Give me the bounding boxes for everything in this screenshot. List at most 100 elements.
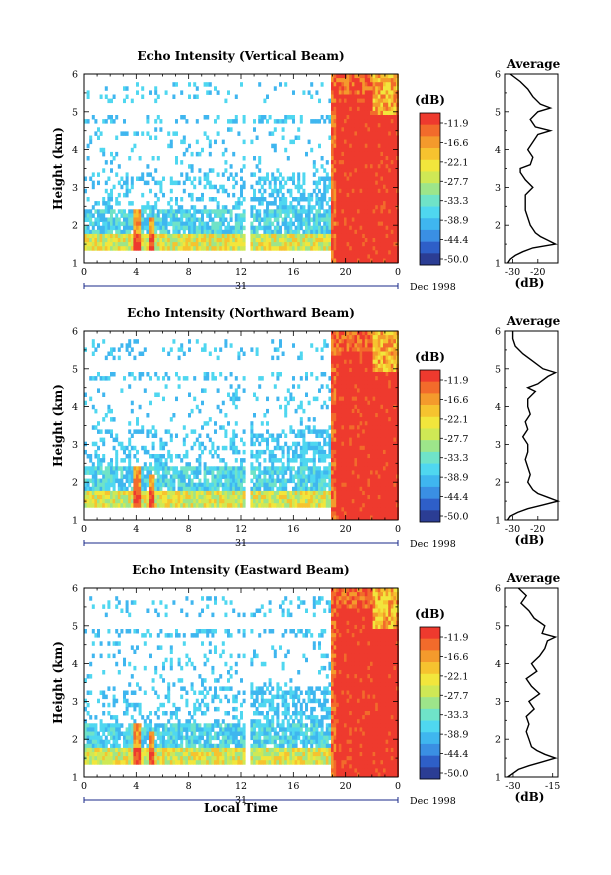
average-y-tick-label: 6 bbox=[495, 70, 501, 81]
average-y-tick-label: 1 bbox=[495, 259, 501, 270]
colorbar-swatch bbox=[420, 743, 440, 756]
y-tick-label: 4 bbox=[72, 402, 78, 413]
colorbar: -11.9 -16.6 -22.1 -27.7 -33.3 -38.9 -44.4 -50.0 bbox=[419, 112, 468, 266]
colorbar-swatch bbox=[420, 136, 440, 149]
colorbar-label: -44.4 bbox=[444, 749, 468, 760]
y-tick-label: 2 bbox=[72, 478, 78, 489]
x-tick-label: 12 bbox=[235, 267, 247, 278]
colorbar-label: -50.0 bbox=[444, 769, 468, 780]
average-line bbox=[507, 587, 558, 778]
colorbar-swatch bbox=[420, 627, 440, 639]
colorbar-frame bbox=[419, 626, 441, 780]
colorbar-swatch bbox=[420, 510, 440, 523]
colorbar-swatch bbox=[420, 194, 440, 207]
y-tick-label: 5 bbox=[72, 107, 78, 118]
date-day: 31 bbox=[235, 538, 247, 549]
date-label: Dec 1998 bbox=[410, 796, 456, 807]
colorbar-swatch bbox=[420, 440, 440, 453]
y-tick-label: 6 bbox=[72, 584, 78, 595]
y-tick-label: 1 bbox=[72, 259, 78, 270]
colorbar-frame bbox=[419, 369, 441, 523]
colorbar-label: -33.3 bbox=[444, 453, 468, 464]
colorbar-swatch bbox=[420, 498, 440, 511]
colorbar-swatch bbox=[420, 486, 440, 499]
date-day: 31 bbox=[235, 795, 247, 806]
colorbar-swatch bbox=[420, 253, 440, 266]
colorbar-label: -50.0 bbox=[444, 512, 468, 523]
average-y-tick-label: 4 bbox=[495, 402, 501, 413]
x-tick-label: 0 bbox=[395, 781, 401, 792]
x-tick-label: 8 bbox=[186, 781, 192, 792]
average-y-tick-label: 3 bbox=[495, 183, 501, 194]
colorbar-swatch bbox=[420, 124, 440, 137]
x-tick-label: 8 bbox=[186, 267, 192, 278]
colorbar-swatch bbox=[420, 405, 440, 418]
colorbar-label: -22.1 bbox=[444, 414, 468, 425]
colorbar-label: -22.1 bbox=[444, 157, 468, 168]
colorbar-swatch bbox=[420, 113, 440, 125]
x-tick-label: 16 bbox=[287, 781, 299, 792]
y-axis-label: Height (km) bbox=[51, 384, 65, 467]
colorbar-label: -27.7 bbox=[444, 177, 468, 188]
colorbar-label: -38.9 bbox=[444, 730, 468, 741]
average-line bbox=[506, 331, 561, 521]
average-y-tick-label: 5 bbox=[495, 364, 501, 375]
y-axis-label: Height (km) bbox=[51, 641, 65, 724]
colorbar-label: -11.9 bbox=[444, 376, 468, 387]
colorbar-swatch bbox=[420, 148, 440, 161]
average-x-label: (dB) bbox=[515, 790, 545, 804]
colorbar-swatch bbox=[420, 650, 440, 663]
x-tick-label: 12 bbox=[235, 524, 247, 535]
x-tick-label: 0 bbox=[395, 267, 401, 278]
average-frame bbox=[504, 587, 559, 778]
colorbar-label: -16.6 bbox=[444, 652, 468, 663]
colorbar-swatch bbox=[420, 183, 440, 196]
colorbar-swatch bbox=[420, 206, 440, 219]
panel-2: Echo Intensity (Northward Beam)0 4 8 12 16 20… bbox=[51, 306, 561, 550]
panel-title: Echo Intensity (Eastward Beam) bbox=[132, 563, 349, 577]
colorbar-label: -44.4 bbox=[444, 235, 468, 246]
colorbar-swatch bbox=[420, 451, 440, 464]
colorbar-label: -16.6 bbox=[444, 138, 468, 149]
average-y-tick-label: 3 bbox=[495, 697, 501, 708]
average-y-tick-label: 4 bbox=[495, 145, 501, 156]
x-tick-label: 20 bbox=[340, 267, 352, 278]
average-x-label: (dB) bbox=[515, 276, 545, 290]
average-x-tick-label: -20 bbox=[530, 267, 545, 278]
panel-title: Echo Intensity (Vertical Beam) bbox=[137, 49, 344, 63]
average-x-tick-label: -30 bbox=[505, 524, 520, 535]
colorbar-swatch bbox=[420, 697, 440, 710]
y-tick-label: 4 bbox=[72, 659, 78, 670]
panel-1: Echo Intensity (Vertical Beam)0 4 8 12 16 20 0… bbox=[51, 49, 561, 293]
y-tick-label: 3 bbox=[72, 697, 78, 708]
colorbar-swatch bbox=[420, 218, 440, 231]
colorbar-label: -27.7 bbox=[444, 434, 468, 445]
colorbar-label: -50.0 bbox=[444, 255, 468, 266]
y-tick-label: 4 bbox=[72, 145, 78, 156]
colorbar-swatch bbox=[420, 393, 440, 406]
average-y-tick-label: 3 bbox=[495, 440, 501, 451]
average-title: Average bbox=[506, 314, 561, 328]
date-label: Dec 1998 bbox=[410, 539, 456, 550]
colorbar-swatch bbox=[420, 416, 440, 429]
colorbar-swatch bbox=[420, 662, 440, 675]
colorbar-swatch bbox=[420, 241, 440, 254]
y-tick-label: 5 bbox=[72, 621, 78, 632]
y-tick-label: 1 bbox=[72, 516, 78, 527]
date-day: 31 bbox=[235, 281, 247, 292]
average-y-tick-label: 6 bbox=[495, 584, 501, 595]
colorbar-label: -22.1 bbox=[444, 671, 468, 682]
colorbar-swatch bbox=[420, 428, 440, 441]
average-x-label: (dB) bbox=[515, 533, 545, 547]
x-tick-label: 0 bbox=[81, 781, 87, 792]
x-tick-label: 16 bbox=[287, 524, 299, 535]
colorbar: -11.9 -16.6 -22.1 -27.7 -33.3 -38.9 -44.4 -50.0 bbox=[419, 369, 468, 523]
average-y-tick-label: 6 bbox=[495, 327, 501, 338]
x-tick-label: 0 bbox=[81, 524, 87, 535]
average-y-tick-label: 4 bbox=[495, 659, 501, 670]
panel-title: Echo Intensity (Northward Beam) bbox=[127, 306, 355, 320]
x-tick-label: 0 bbox=[81, 267, 87, 278]
average-title: Average bbox=[506, 57, 561, 71]
average-profile: Average 1 2 3 4 5 6 -30 -20(dB) bbox=[495, 57, 561, 290]
